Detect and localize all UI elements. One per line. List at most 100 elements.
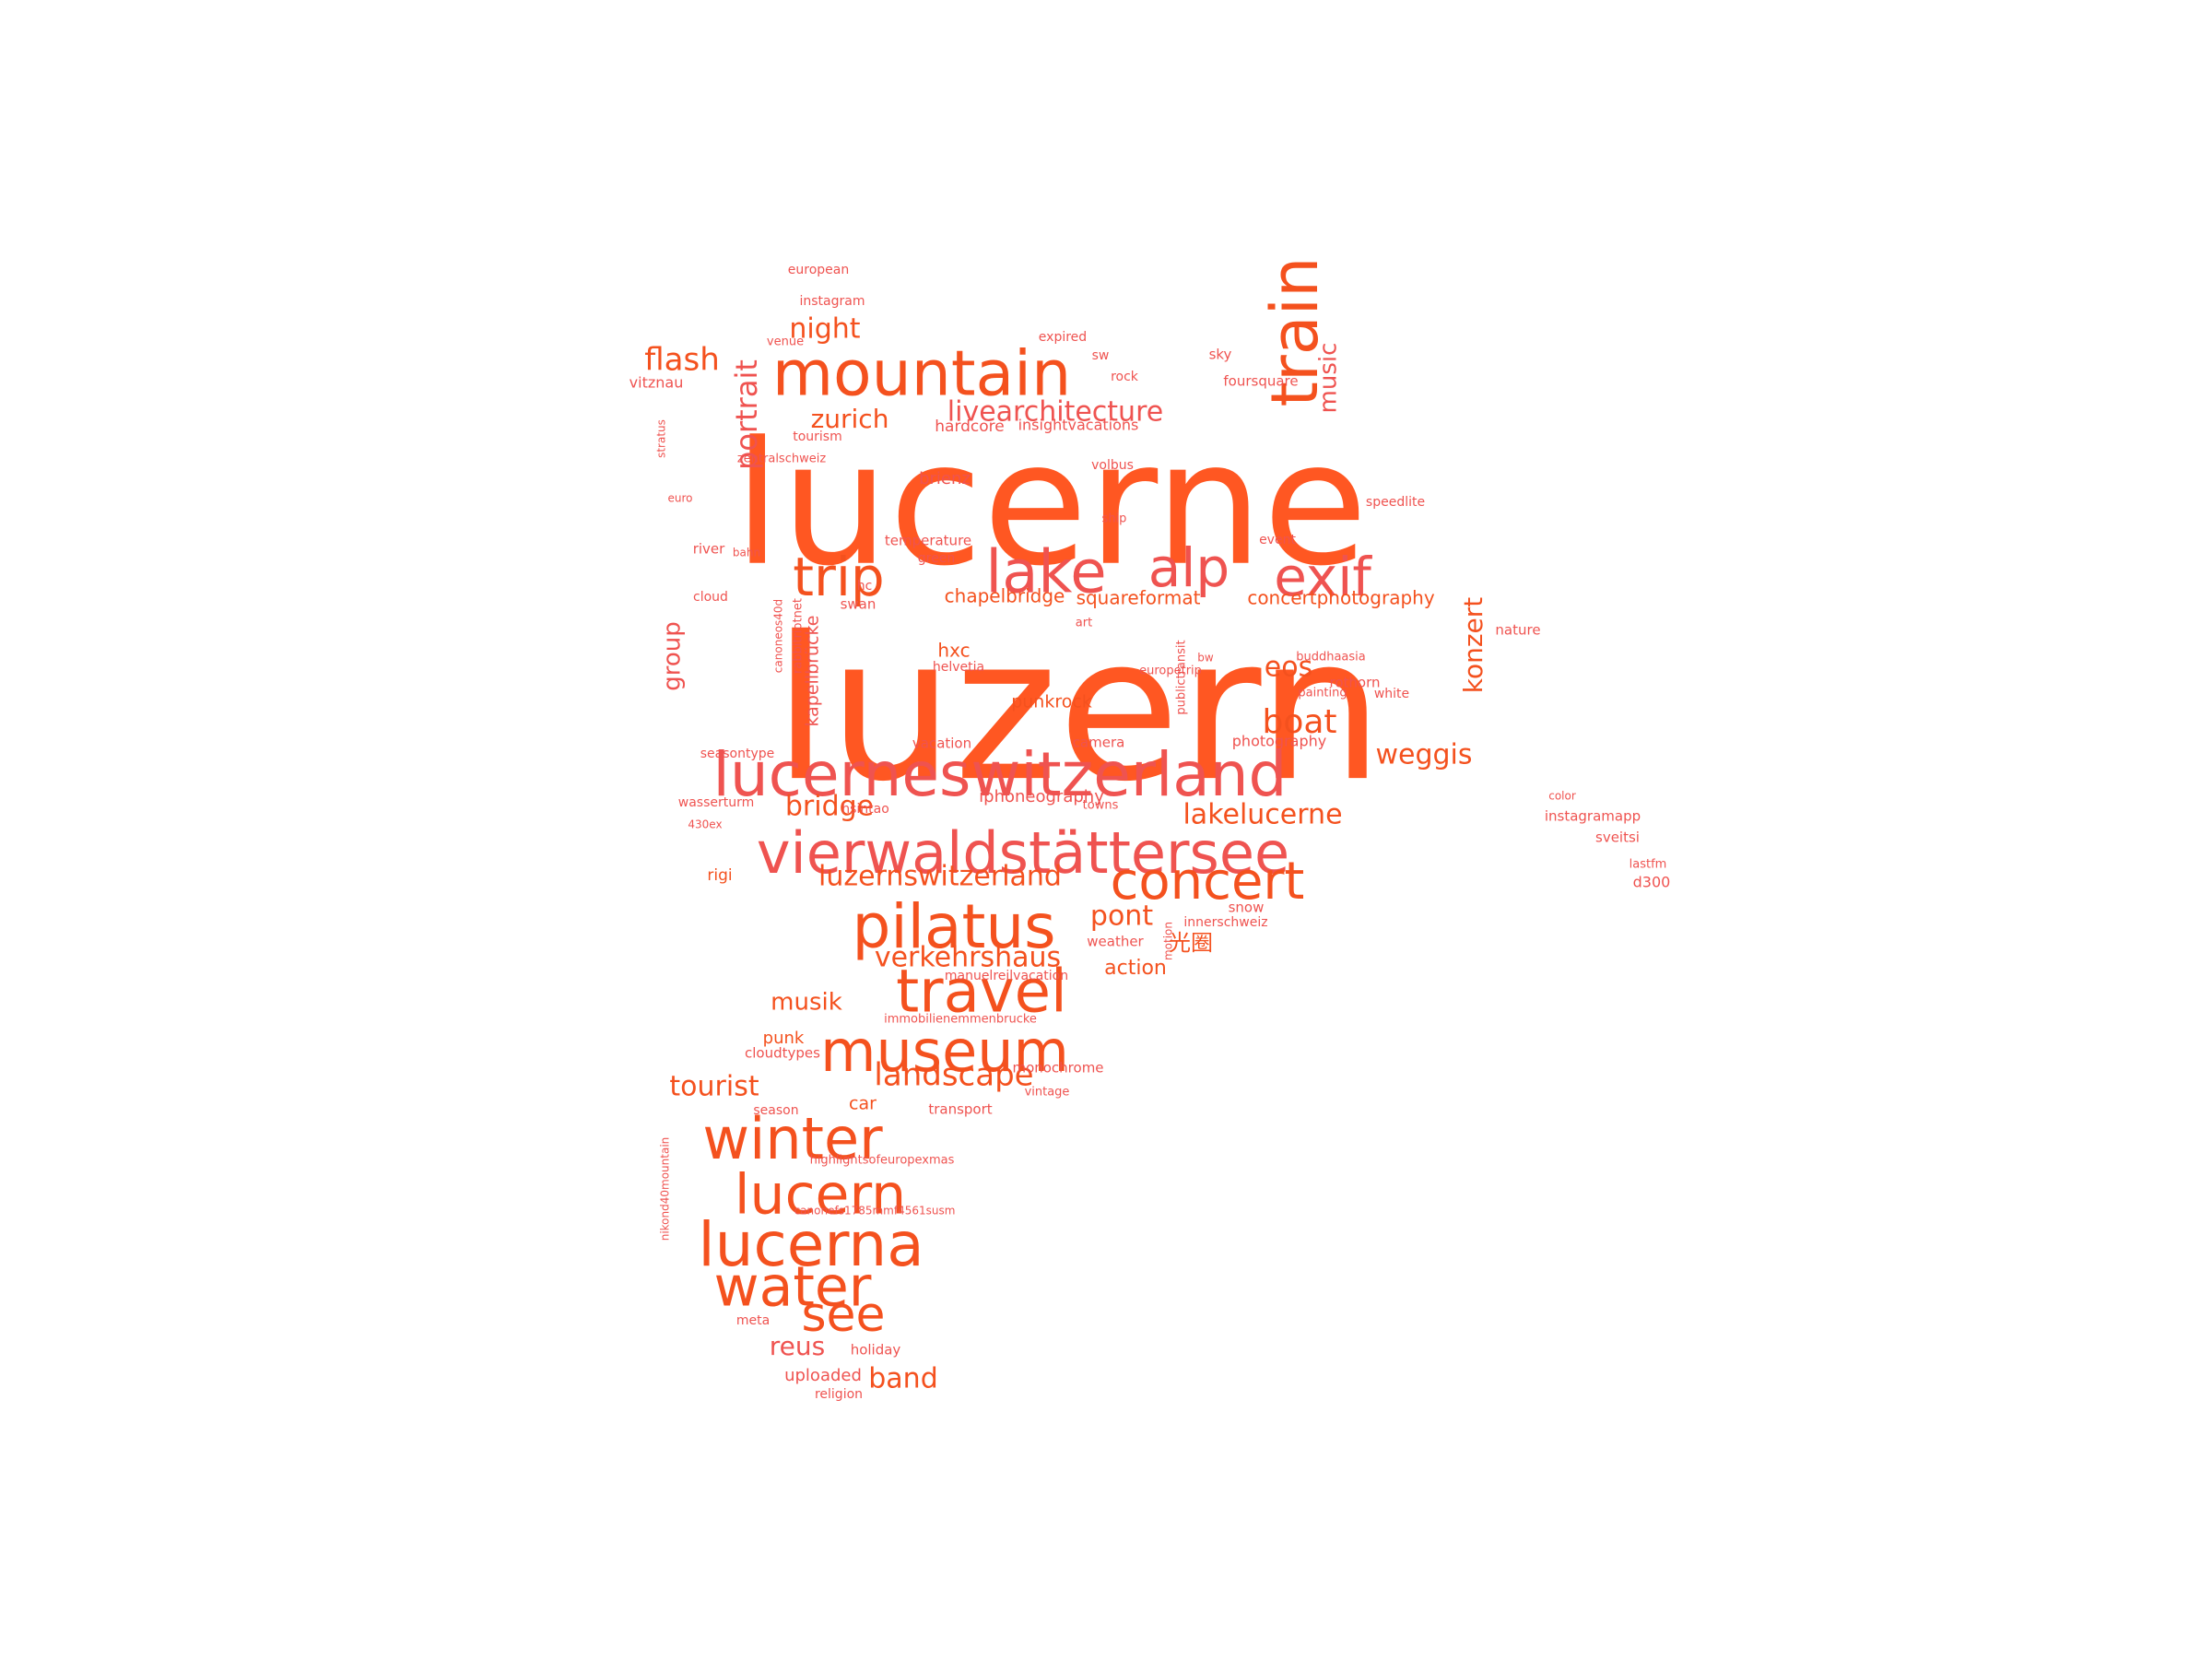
- word-lucern: lucern: [735, 1163, 906, 1228]
- word-snow: snow: [1229, 900, 1265, 916]
- word-innerschweiz: innerschweiz: [1183, 915, 1267, 930]
- word-luzern: luzern: [773, 594, 1383, 825]
- word-immobilienemmenbrucke: immobilienemmenbrucke: [884, 1013, 1037, 1027]
- word-landscape: landscape: [874, 1057, 1033, 1094]
- word-rigi: rigi: [707, 866, 732, 885]
- word-rock: rock: [1111, 370, 1139, 384]
- word-helvetia: helvetia: [933, 660, 984, 675]
- word-bahn: bahn: [733, 547, 760, 559]
- word-euro: euro: [668, 492, 693, 505]
- word-lucerneswitzerland: lucerneswitzerland: [713, 739, 1288, 810]
- word-reus: reus: [770, 1331, 825, 1361]
- word-volbus: volbus: [1091, 458, 1134, 473]
- word-boat: boat: [1262, 703, 1336, 741]
- word-band: band: [868, 1363, 937, 1395]
- word-music: music: [1315, 343, 1343, 414]
- word-lastfm: lastfm: [1630, 858, 1667, 872]
- word-holiday: holiday: [851, 1342, 901, 1359]
- word-sw: sw: [1092, 348, 1110, 363]
- word-monochrome: monochrome: [1012, 1060, 1103, 1077]
- word-art: art: [1076, 617, 1092, 630]
- word-speedlite: speedlite: [1366, 495, 1425, 510]
- word-luzernswitzerland: luzernswitzerland: [818, 861, 1062, 893]
- word--: 光圈: [1169, 930, 1213, 956]
- word-wasserturm: wasserturm: [678, 795, 755, 810]
- word-religion: religion: [815, 1387, 863, 1402]
- word-flash: flash: [644, 342, 720, 379]
- word-hxc: hxc: [937, 640, 970, 662]
- word-canonefs1785mmf4561susm: canonefs1785mmf4561susm: [794, 1205, 956, 1218]
- word-see: see: [801, 1288, 885, 1343]
- word-concertphotography: concertphotography: [1247, 587, 1435, 609]
- word-motion: motion: [1162, 922, 1175, 960]
- word-konzert: konzert: [1458, 597, 1488, 694]
- word-camera: camera: [1073, 735, 1125, 751]
- word-bw: bw: [1197, 652, 1214, 665]
- word-seasontype: seasontype: [700, 747, 775, 761]
- word-punk: punk: [763, 1029, 805, 1048]
- word-manuelreilvacation: manuelreilvacation: [945, 969, 1068, 983]
- word-sky: sky: [1209, 347, 1232, 363]
- word-brienz: brienz: [919, 469, 971, 488]
- word-expired: expired: [1039, 330, 1087, 345]
- word-pilatus: pilatus: [852, 891, 1055, 962]
- word-hsintao: hsintao: [841, 802, 889, 817]
- word-d300: d300: [1633, 874, 1671, 891]
- word-tourism: tourism: [793, 429, 842, 444]
- word-weggis: weggis: [1375, 739, 1472, 771]
- word-green: green: [918, 551, 955, 566]
- word-uploaded: uploaded: [784, 1366, 862, 1385]
- word-alp: alp: [1148, 536, 1230, 599]
- word-nikond40mountain: nikond40mountain: [659, 1137, 672, 1241]
- word-vintage: vintage: [1025, 1086, 1070, 1100]
- word-chapelbridge: chapelbridge: [945, 585, 1065, 607]
- word-travel: travel: [896, 959, 1067, 1027]
- word-lucerna: lucerna: [698, 1209, 924, 1280]
- word-vierwaldst-ttersee: vierwaldstättersee: [757, 819, 1289, 887]
- word-cloudtypes: cloudtypes: [745, 1045, 820, 1062]
- word-event: event: [1259, 533, 1296, 547]
- word-zurich: zurich: [811, 404, 889, 434]
- word-punkrock: punkrock: [1011, 692, 1092, 712]
- word-exif: exif: [1274, 546, 1372, 608]
- word-european: european: [788, 263, 849, 277]
- word-weather: weather: [1087, 934, 1144, 950]
- word-hc: hc: [857, 579, 873, 594]
- word-lakelucerne: lakelucerne: [1182, 799, 1342, 831]
- word-buddhaasia: buddhaasia: [1296, 651, 1366, 665]
- word-water: water: [714, 1255, 872, 1320]
- word-meta: meta: [736, 1313, 770, 1328]
- word-vacation: vacation: [912, 735, 971, 752]
- word-portrait: portrait: [729, 359, 764, 470]
- word-eos: eos: [1265, 652, 1312, 684]
- word-sveitsi: sveitsi: [1595, 830, 1640, 846]
- word-foursquare: foursquare: [1223, 373, 1298, 390]
- word-winter: winter: [702, 1105, 883, 1172]
- word-squareformat: squareformat: [1077, 587, 1201, 609]
- word-livearchitecture: livearchitecture: [947, 396, 1163, 429]
- word-insightvacations: insightvacations: [1018, 417, 1139, 434]
- word-stratus: stratus: [655, 419, 668, 458]
- word-towns: towns: [1083, 799, 1119, 813]
- word-trip: trip: [793, 546, 885, 608]
- word-painting: painting: [1298, 687, 1347, 700]
- word-photography: photography: [1232, 733, 1326, 750]
- word-swan: swan: [841, 596, 877, 613]
- word-white: white: [1374, 687, 1409, 701]
- word-rabbitriotnet: rabbitriotnet: [792, 598, 806, 674]
- word-mountain: mountain: [772, 338, 1071, 411]
- word-ship: ship: [1102, 512, 1127, 526]
- word-bridge: bridge: [785, 791, 874, 823]
- word-kapellbr-cke: kapellbrücke: [803, 616, 823, 727]
- word-iphoneography: iphoneography: [979, 787, 1104, 806]
- word-venue: venue: [767, 335, 804, 349]
- word-concert: concert: [1111, 852, 1305, 912]
- word-pont: pont: [1090, 900, 1153, 933]
- word-train: train: [1257, 257, 1333, 407]
- word-europetrip: europetrip: [1139, 665, 1202, 678]
- word-lucerne: lucerne: [734, 405, 1368, 604]
- word-color: color: [1548, 790, 1576, 803]
- word-temperature: temperature: [885, 533, 971, 549]
